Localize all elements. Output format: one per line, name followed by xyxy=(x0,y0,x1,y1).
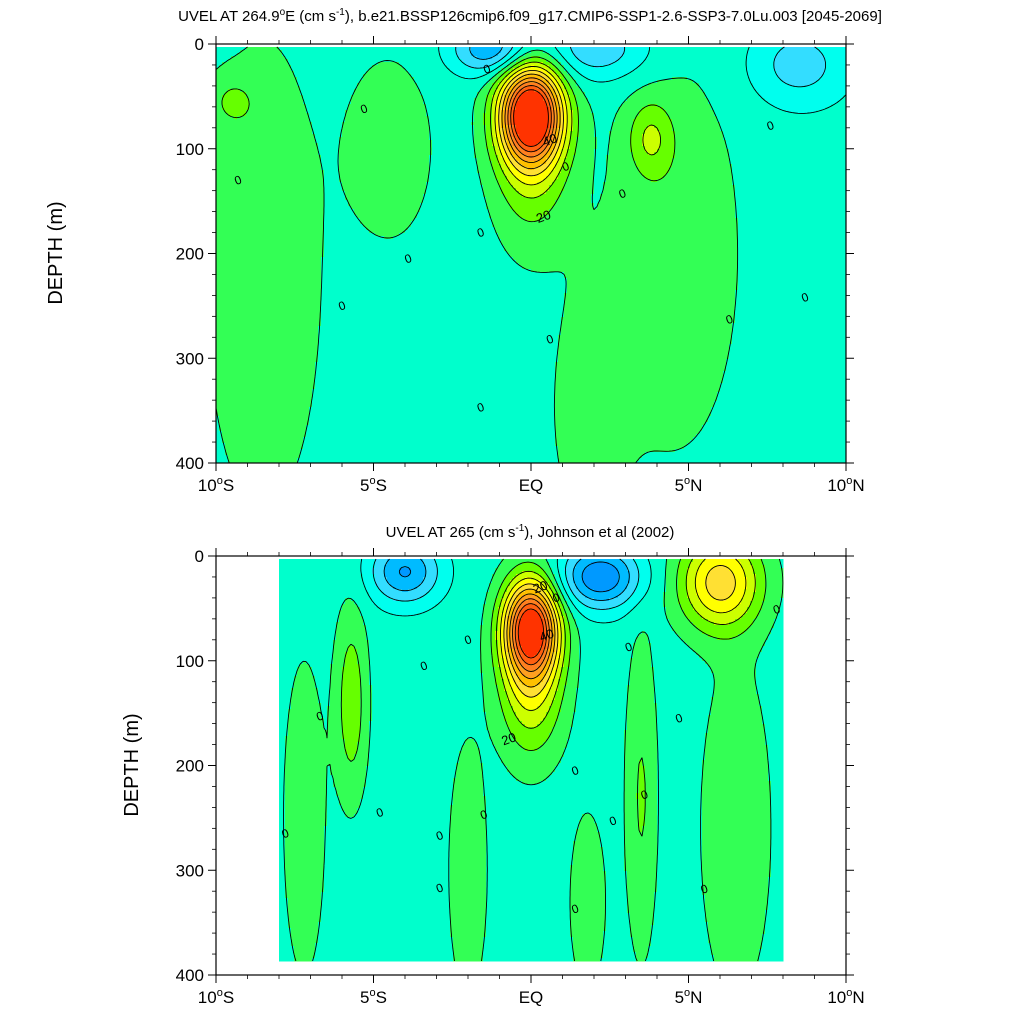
x-tick-hemisphere: S xyxy=(223,988,234,1007)
panel-top-title: UVEL AT 264.9oE (cm s-1), b.e21.BSSP126c… xyxy=(178,7,882,25)
panel-top-ylabel: DEPTH (m) xyxy=(45,201,67,304)
panel-top: UVEL AT 264.9oE (cm s-1), b.e21.BSSP126c… xyxy=(45,7,882,495)
figure-canvas: UVEL AT 264.9oE (cm s-1), b.e21.BSSP126c… xyxy=(0,0,1024,1024)
title-mid: E (cm s xyxy=(285,8,336,25)
x-tick-number: 10 xyxy=(827,988,846,1007)
x-tick-label: 5oS xyxy=(360,475,387,495)
x-tick-hemisphere: S xyxy=(376,476,387,495)
x-tick-label: EQ xyxy=(519,988,544,1007)
x-tick-hemisphere: S xyxy=(223,476,234,495)
title-prefix: UVEL AT 265 (cm s xyxy=(386,524,516,541)
y-tick-label: 0 xyxy=(195,547,204,566)
title-suffix: ), Johnson et al (2002) xyxy=(524,524,674,541)
x-tick-label: 5oS xyxy=(360,987,387,1007)
x-tick-label: 5oN xyxy=(675,987,703,1007)
x-tick-number: 5 xyxy=(360,988,369,1007)
y-tick-label: 100 xyxy=(176,652,204,671)
x-tick-hemisphere: N xyxy=(852,476,864,495)
y-tick-label: 200 xyxy=(176,245,204,264)
y-tick-label: 300 xyxy=(176,349,204,368)
x-tick-number: 5 xyxy=(675,476,684,495)
x-tick-number: 5 xyxy=(360,476,369,495)
x-tick-hemisphere: N xyxy=(690,988,702,1007)
contour-fill xyxy=(279,559,784,962)
x-tick-hemisphere: N xyxy=(690,476,702,495)
x-tick-number: EQ xyxy=(519,988,544,1007)
panel-bottom: UVEL AT 265 (cm s-1), Johnson et al (200… xyxy=(121,523,865,1007)
x-tick-label: EQ xyxy=(519,476,544,495)
x-tick-number: 5 xyxy=(675,988,684,1007)
y-tick-label: 200 xyxy=(176,757,204,776)
x-tick-hemisphere: N xyxy=(852,988,864,1007)
x-tick-label: 10oS xyxy=(198,987,234,1007)
panel-bottom-ylabel: DEPTH (m) xyxy=(121,713,143,816)
panel-bottom-title: UVEL AT 265 (cm s-1), Johnson et al (200… xyxy=(386,523,675,541)
x-tick-label: 10oN xyxy=(827,475,864,495)
y-tick-label: 400 xyxy=(176,966,204,985)
y-tick-label: 300 xyxy=(176,861,204,880)
x-tick-number: 10 xyxy=(827,476,846,495)
x-tick-label: 5oN xyxy=(675,475,703,495)
contour-fill xyxy=(216,47,847,465)
title-prefix: UVEL AT 264.9 xyxy=(178,8,279,25)
y-tick-label: 0 xyxy=(195,35,204,54)
x-tick-number: 10 xyxy=(198,988,217,1007)
x-tick-number: EQ xyxy=(519,476,544,495)
x-tick-number: 10 xyxy=(198,476,217,495)
x-tick-hemisphere: S xyxy=(376,988,387,1007)
x-tick-label: 10oN xyxy=(827,987,864,1007)
title-suffix: ), b.e21.BSSP126cmip6.f09_g17.CMIP6-SSP1… xyxy=(345,8,882,25)
x-tick-label: 10oS xyxy=(198,475,234,495)
y-tick-label: 400 xyxy=(176,454,204,473)
y-tick-label: 100 xyxy=(176,140,204,159)
